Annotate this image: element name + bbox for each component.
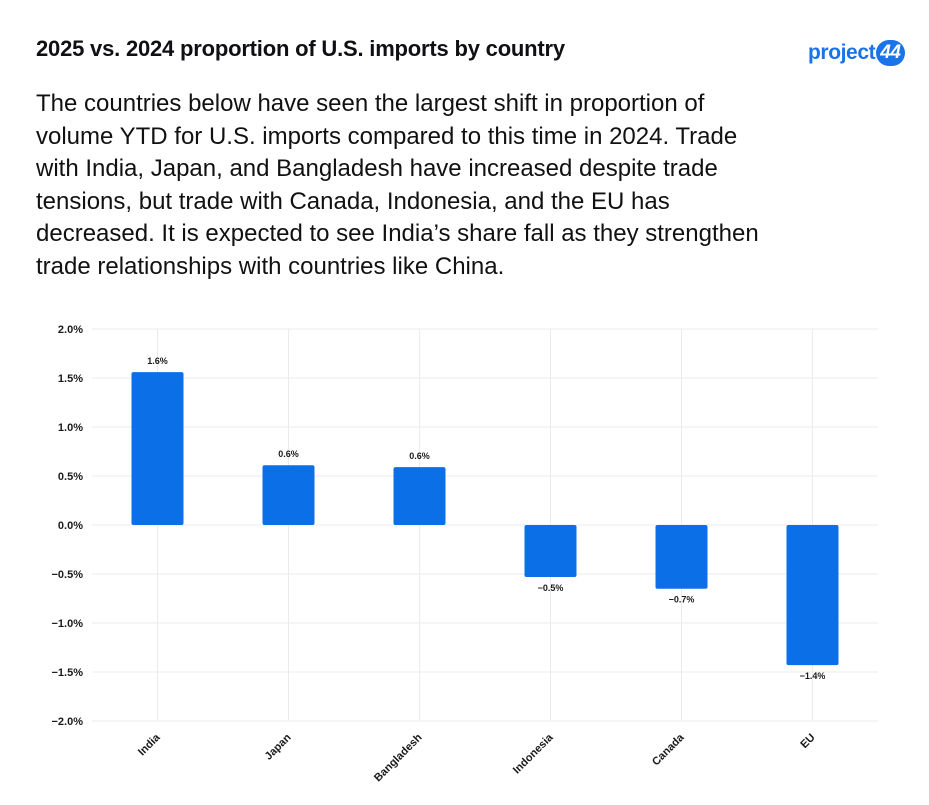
y-tick-label: 0.0% [58,520,83,532]
y-tick-label: −1.5% [52,667,84,679]
data-label-canada: −0.7% [669,595,695,605]
x-axis-ticks: India Japan Bangladesh Indonesia Canada EU [136,731,818,784]
data-label-eu: −1.4% [800,671,826,681]
data-labels: 1.6% 0.6% 0.6% −0.5% −0.7% −1.4% [147,356,825,681]
y-tick-label: 1.5% [58,373,83,385]
bar-eu [786,525,839,666]
y-tick-label: 0.5% [58,471,83,483]
x-tick-label-eu: EU [798,732,817,751]
chart-title: 2025 vs. 2024 proportion of U.S. imports… [36,36,565,61]
x-tick-label-japan: Japan [263,731,294,762]
bar-india [131,372,184,525]
y-tick-label: −1.0% [52,618,84,630]
bar-chart: 2.0% 1.5% 1.0% 0.5% 0.0% −0.5% −1.0% −1.5% −2.0%… [52,324,878,784]
y-axis-ticks: 2.0% 1.5% 1.0% 0.5% 0.0% −0.5% −1.0% −1.5% −2.0% [52,324,84,728]
bar-japan [262,465,315,525]
data-label-indonesia: −0.5% [538,583,564,593]
chart-description: The countries below have seen the larges… [36,90,759,280]
x-tick-label-india: India [136,731,163,758]
bars [131,372,839,666]
bar-indonesia [524,525,577,577]
x-tick-label-canada: Canada [650,731,687,768]
data-label-japan: 0.6% [278,449,299,459]
grid-lines [92,328,878,722]
y-tick-label: −2.0% [52,716,84,728]
y-tick-label: 2.0% [58,324,83,336]
data-label-bangladesh: 0.6% [409,451,430,461]
y-tick-label: 1.0% [58,422,83,434]
x-tick-label-indonesia: Indonesia [511,731,556,776]
project44-logo: project 44 [808,38,905,68]
logo-badge: 44 [876,40,905,66]
x-tick-label-bangladesh: Bangladesh [372,731,425,784]
y-tick-label: −0.5% [52,569,84,581]
bar-canada [655,525,708,589]
logo-text: project [808,41,876,64]
data-label-india: 1.6% [147,356,168,366]
bar-bangladesh [393,467,446,525]
